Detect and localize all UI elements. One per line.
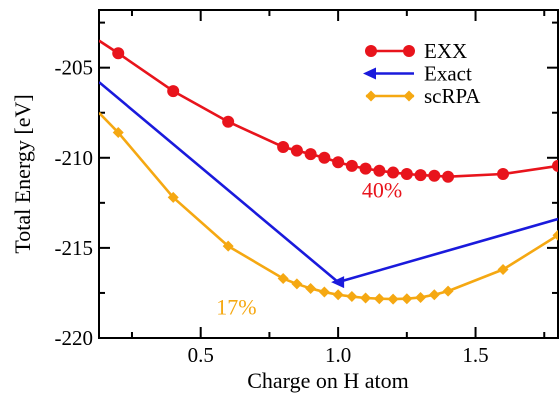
exx-point <box>400 168 413 180</box>
legend-marker-exact <box>363 67 376 80</box>
exact-line <box>99 81 558 284</box>
exx-point <box>304 148 317 161</box>
exx-point <box>345 159 358 172</box>
exx-point <box>414 169 427 182</box>
exx-point <box>373 164 386 177</box>
exx-point <box>112 47 125 60</box>
axis-tick-labels: 0.5 1.0 1.5 -220 -215 -210 -205 <box>55 56 489 367</box>
exx-point <box>387 166 400 179</box>
plot-frame <box>98 9 559 339</box>
scrpa-point <box>112 127 124 139</box>
annotations: 40% 17% <box>216 177 402 319</box>
legend-label-exact: Exact <box>424 62 472 86</box>
legend-marker-scrpa <box>365 90 377 102</box>
scrpa-point <box>167 191 179 203</box>
legend-label-scrpa: scRPA <box>424 84 481 108</box>
scrpa-point <box>428 289 440 301</box>
scrpa-point <box>401 293 413 305</box>
axis-ticks <box>99 10 558 339</box>
y-axis-label: Total Energy [eV] <box>10 94 35 253</box>
annotation-label: 40% <box>362 177 402 202</box>
scrpa-point <box>442 285 454 297</box>
y-tick-label: -210 <box>55 146 94 170</box>
exx-point <box>497 168 510 180</box>
series-exact <box>99 81 558 289</box>
exx-point <box>428 169 441 182</box>
scrpa-point <box>552 229 558 241</box>
annotation-label: 17% <box>216 295 256 320</box>
exx-point <box>359 162 372 175</box>
legend-marker-exx <box>365 45 377 57</box>
scrpa-point <box>291 278 303 290</box>
scrpa-point <box>318 286 330 298</box>
exx-point <box>442 170 455 183</box>
y-tick-label: -215 <box>55 236 94 260</box>
scrpa-point <box>497 264 509 276</box>
series-scrpa <box>99 111 558 305</box>
scrpa-point <box>387 293 399 305</box>
exx-point <box>290 144 303 157</box>
legend-marker-scrpa <box>403 90 415 102</box>
scrpa-point <box>277 273 289 285</box>
series-exx <box>99 39 558 183</box>
y-tick-label: -205 <box>55 56 94 80</box>
y-tick-label: -220 <box>55 326 94 350</box>
exx-point <box>167 85 180 98</box>
scrpa-point <box>415 291 427 303</box>
scrpa-point <box>305 282 317 294</box>
exx-point <box>318 151 331 164</box>
legend-label-exx: EXX <box>424 39 467 63</box>
x-tick-label: 1.5 <box>462 343 488 367</box>
x-tick-label: 0.5 <box>188 343 214 367</box>
x-tick-label: 1.0 <box>325 343 351 367</box>
exx-point <box>222 115 235 128</box>
scrpa-point <box>360 292 372 304</box>
x-axis-label: Charge on H atom <box>247 368 409 393</box>
series-layer <box>99 39 558 305</box>
exact-point <box>331 276 345 289</box>
scrpa-point <box>346 291 358 303</box>
legend-marker-exx <box>403 45 415 57</box>
scrpa-point <box>373 293 385 305</box>
exx-point <box>277 140 290 153</box>
exx-point <box>552 159 558 172</box>
scrpa-point <box>332 289 344 301</box>
scrpa-point <box>222 240 234 252</box>
exx-point <box>332 156 345 169</box>
